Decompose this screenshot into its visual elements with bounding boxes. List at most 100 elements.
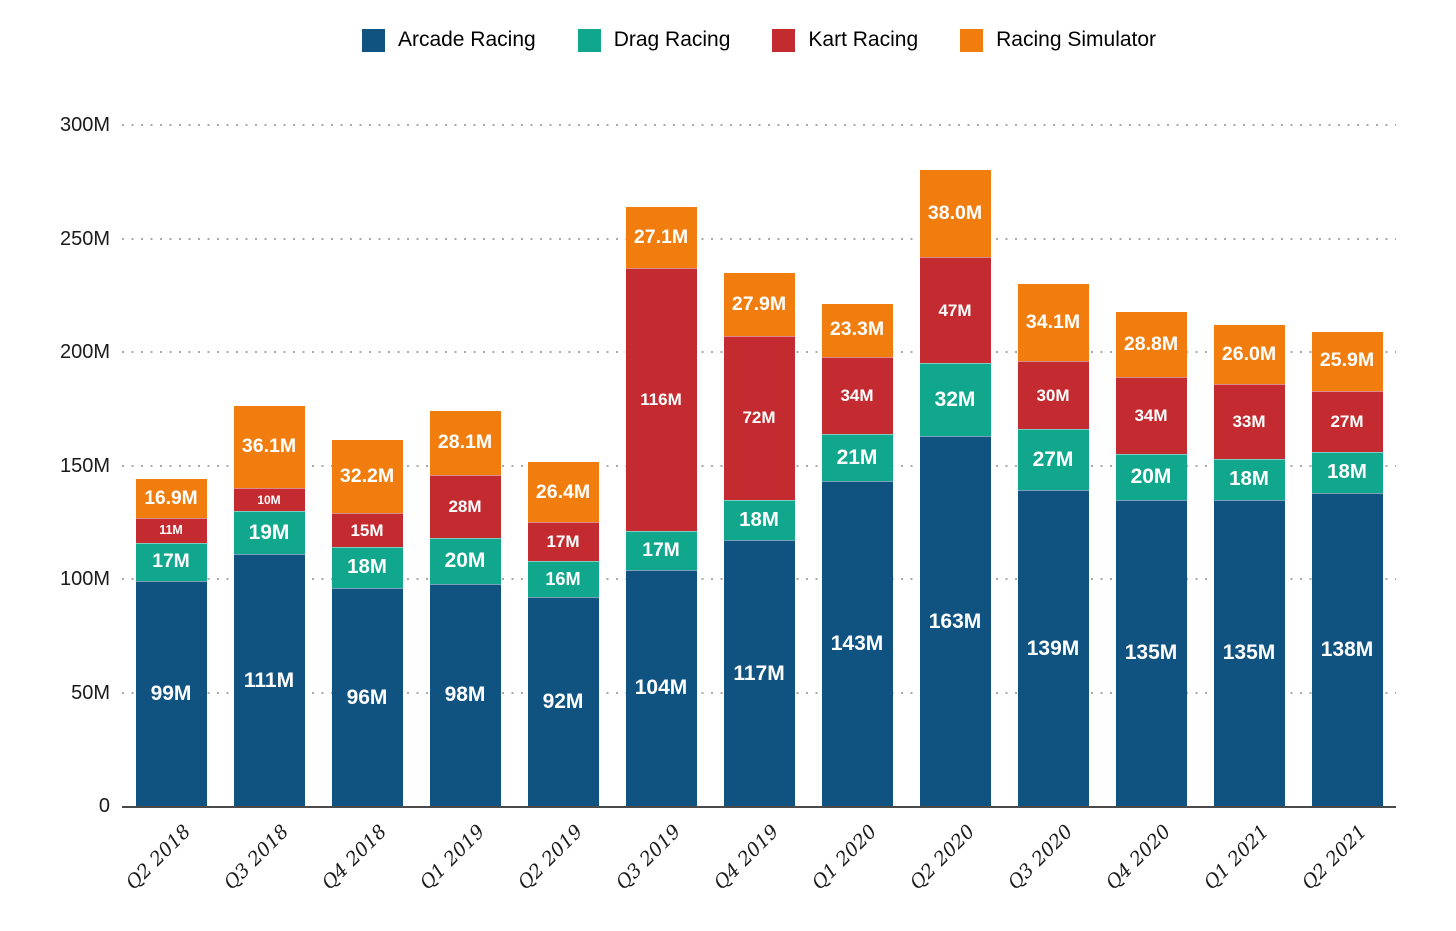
bar-q3-2018: 111M 19M 10M 36.1M bbox=[233, 406, 305, 806]
bar-segment-value-label: 34M bbox=[840, 385, 874, 405]
x-axis-tick-label: Q4 2019 bbox=[709, 820, 784, 895]
bar-segment-arcade-racing: 163M bbox=[919, 436, 991, 806]
bar-q2-2018: 99M 17M 11M 16.9M bbox=[135, 479, 207, 806]
bar-segment-drag-racing: 18M bbox=[1213, 458, 1285, 500]
bar-segment-value-label: 99M bbox=[150, 682, 192, 706]
bar-segment-value-label: 16.9M bbox=[144, 487, 198, 509]
bar-segment-drag-racing: 17M bbox=[625, 531, 697, 570]
bar-segment-value-label: 104M bbox=[634, 676, 688, 700]
legend-label: Drag Racing bbox=[613, 28, 731, 51]
bar-segment-value-label: 26.4M bbox=[535, 480, 591, 503]
bar-segment-arcade-racing: 138M bbox=[1311, 492, 1383, 806]
bar-segment-kart-racing: 116M bbox=[625, 268, 697, 532]
bar-segment-racing-simulator: 27.9M bbox=[723, 272, 795, 337]
bar-q1-2021: 135M 18M 33M 26.0M bbox=[1213, 324, 1285, 806]
x-axis-tick-label: Q4 2020 bbox=[1101, 820, 1176, 895]
bar-segment-value-label: 17M bbox=[546, 532, 580, 552]
bar-segment-value-label: 11M bbox=[159, 522, 183, 537]
bar-segment-value-label: 26.0M bbox=[1221, 342, 1277, 365]
bar-segment-value-label: 98M bbox=[444, 683, 486, 707]
bar-segment-value-label: 28.8M bbox=[1123, 332, 1179, 355]
bar-segment-racing-simulator: 23.3M bbox=[821, 303, 893, 357]
x-axis-tick-label: Q2 2020 bbox=[905, 820, 980, 895]
bar-segment-racing-simulator: 34.1M bbox=[1017, 283, 1089, 362]
bar-segment-value-label: 23.3M bbox=[829, 318, 885, 341]
bar-segment-kart-racing: 34M bbox=[1115, 376, 1187, 455]
bar-q2-2020: 163M 32M 47M 38.0M bbox=[919, 170, 991, 806]
bar-segment-value-label: 18M bbox=[1229, 467, 1269, 490]
x-axis-baseline bbox=[122, 806, 1396, 808]
gridline-300M bbox=[122, 124, 1396, 126]
y-axis-tick-label: 300M bbox=[59, 114, 110, 136]
bar-segment-racing-simulator: 26.0M bbox=[1213, 324, 1285, 384]
bar-q2-2019: 92M 16M 17M 26.4M bbox=[527, 462, 599, 806]
x-axis-tick-label: Q3 2019 bbox=[611, 820, 686, 895]
bar-segment-value-label: 32M bbox=[934, 388, 976, 412]
bar-segment-value-label: 15M bbox=[350, 520, 384, 540]
bar-segment-drag-racing: 21M bbox=[821, 433, 893, 482]
bar-segment-value-label: 27M bbox=[1032, 448, 1074, 472]
plot-area: 99M 17M 11M 16.9M 111M 19M 10M 36.1M 96M 18M 15M 32… bbox=[122, 124, 1396, 808]
bar-segment-value-label: 135M bbox=[1124, 641, 1178, 665]
bar-segment-drag-racing: 18M bbox=[723, 499, 795, 541]
bar-segment-value-label: 25.9M bbox=[1319, 349, 1375, 372]
bar-segment-value-label: 36.1M bbox=[241, 435, 297, 458]
bar-segment-value-label: 20M bbox=[1130, 465, 1172, 489]
bar-segment-value-label: 34M bbox=[1134, 406, 1168, 426]
x-axis-tick-label: Q1 2019 bbox=[415, 820, 490, 895]
bar-segment-value-label: 34.1M bbox=[1025, 310, 1081, 333]
legend-swatch-kart-racing-icon bbox=[772, 28, 796, 52]
bar-segment-value-label: 19M bbox=[248, 520, 290, 544]
bar-segment-drag-racing: 18M bbox=[331, 547, 403, 589]
bar-segment-value-label: 18M bbox=[347, 556, 387, 579]
bar-segment-arcade-racing: 111M bbox=[233, 554, 305, 806]
bar-segment-kart-racing: 30M bbox=[1017, 361, 1089, 430]
legend-swatch-arcade-racing-icon bbox=[361, 28, 385, 52]
bar-segment-value-label: 92M bbox=[542, 690, 584, 714]
x-axis-tick-label: Q2 2019 bbox=[513, 820, 588, 895]
bar-segment-racing-simulator: 16.9M bbox=[135, 479, 207, 518]
bar-q2-2021: 138M 18M 27M 25.9M bbox=[1311, 331, 1383, 806]
bar-segment-value-label: 28.1M bbox=[437, 430, 493, 453]
bar-segment-kart-racing: 33M bbox=[1213, 383, 1285, 459]
bar-q1-2019: 98M 20M 28M 28.1M bbox=[429, 410, 501, 806]
bar-segment-value-label: 96M bbox=[346, 685, 388, 709]
bar-segment-drag-racing: 16M bbox=[527, 560, 599, 598]
bar-segment-racing-simulator: 36.1M bbox=[233, 406, 305, 489]
y-axis-tick-label: 200M bbox=[59, 341, 110, 363]
bar-segment-arcade-racing: 99M bbox=[135, 581, 207, 806]
bar-segment-kart-racing: 72M bbox=[723, 336, 795, 500]
bar-segment-value-label: 111M bbox=[243, 668, 295, 692]
bar-segment-value-label: 30M bbox=[1036, 385, 1070, 405]
legend-item-kart-racing: Kart Racing bbox=[772, 28, 918, 52]
y-axis-tick-label: 100M bbox=[59, 568, 110, 590]
bar-segment-value-label: 17M bbox=[642, 539, 680, 561]
bar-q4-2018: 96M 18M 15M 32.2M bbox=[331, 440, 403, 806]
legend-swatch-racing-simulator-icon bbox=[960, 28, 984, 52]
x-axis-tick-label: Q1 2021 bbox=[1199, 820, 1274, 895]
legend-label: Racing Simulator bbox=[996, 28, 1157, 51]
y-axis-tick-label: 150M bbox=[59, 454, 110, 477]
bar-segment-value-label: 27.9M bbox=[731, 292, 787, 315]
bar-segment-kart-racing: 27M bbox=[1311, 390, 1383, 452]
bar-segment-arcade-racing: 104M bbox=[625, 569, 697, 806]
chart-legend: Arcade Racing Drag Racing Kart Racing Racin… bbox=[122, 28, 1396, 52]
bar-segment-value-label: 18M bbox=[1327, 461, 1367, 484]
bar-segment-drag-racing: 18M bbox=[1311, 451, 1383, 493]
y-axis-tick-label: 50M bbox=[71, 681, 110, 704]
bar-segment-racing-simulator: 27.1M bbox=[625, 206, 697, 269]
bar-segment-arcade-racing: 96M bbox=[331, 588, 403, 806]
bar-segment-racing-simulator: 26.4M bbox=[527, 462, 599, 523]
bar-segment-racing-simulator: 28.1M bbox=[429, 410, 501, 475]
bar-segment-value-label: 72M bbox=[742, 408, 776, 428]
bar-q4-2020: 135M 20M 34M 28.8M bbox=[1115, 311, 1187, 806]
bar-segment-value-label: 38.0M bbox=[927, 201, 983, 224]
bar-segment-value-label: 18M bbox=[739, 508, 779, 531]
bar-segment-kart-racing: 15M bbox=[331, 513, 403, 548]
legend-label: Kart Racing bbox=[808, 28, 919, 51]
gridline-250M bbox=[122, 237, 1396, 240]
bar-segment-value-label: 138M bbox=[1320, 637, 1374, 661]
bar-segment-kart-racing: 28M bbox=[429, 474, 501, 539]
bar-q3-2020: 139M 27M 30M 34.1M bbox=[1017, 283, 1089, 806]
